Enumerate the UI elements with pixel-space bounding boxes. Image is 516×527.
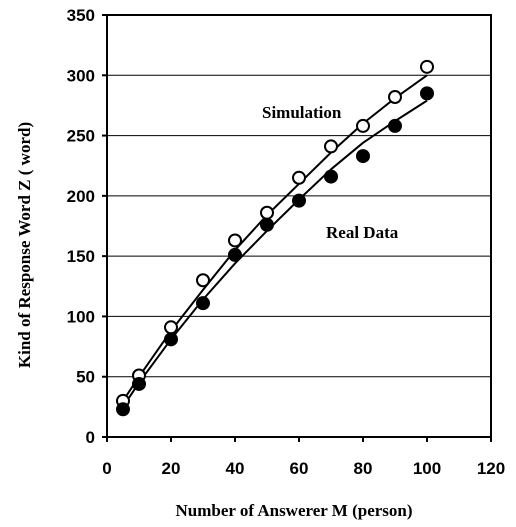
real-data-point (116, 402, 130, 417)
simulation-point (260, 205, 274, 220)
simulation-point (388, 89, 402, 104)
real-data-point (420, 86, 434, 101)
real-data-point (388, 118, 402, 133)
x-tick-label: 40 (226, 459, 245, 478)
data-points (116, 59, 434, 417)
real-data-point (164, 332, 178, 347)
x-tick-label: 100 (413, 459, 441, 478)
simulation-point (196, 273, 210, 288)
y-tick-label: 150 (67, 247, 95, 266)
axis-ticks: 0 50 100 150 200 250 300 350 0 20 40 60 80 100 120 (67, 6, 506, 478)
y-tick-label: 50 (76, 368, 95, 387)
x-tick-label: 80 (354, 459, 373, 478)
y-tick-label: 350 (67, 6, 95, 25)
real-data-point (228, 247, 242, 262)
y-tick-label: 250 (67, 127, 95, 146)
real-data-point (132, 376, 146, 391)
plot-frame (106, 14, 492, 438)
simulation-point (292, 170, 306, 185)
x-tick-label: 0 (102, 459, 111, 478)
real-data-point (292, 193, 306, 208)
y-tick-label: 300 (67, 66, 95, 85)
fit-curve-series-1 (122, 99, 428, 408)
x-tick-label: 20 (162, 459, 181, 478)
real-data-point (260, 217, 274, 232)
simulation-point (228, 233, 242, 248)
simulation-point (356, 118, 370, 133)
series-label-real-data: Real Data (326, 223, 399, 242)
real-data-point (356, 149, 370, 164)
series-label-simulation: Simulation (262, 103, 342, 122)
simulation-point (164, 320, 178, 335)
real-data-point (196, 296, 210, 311)
gridlines (107, 74, 491, 378)
y-axis-title: Kind of Response Word Z ( word) (15, 122, 34, 368)
x-axis-title: Number of Answerer M (person) (175, 501, 412, 520)
simulation-point (420, 59, 434, 74)
x-tick-label: 60 (290, 459, 309, 478)
y-tick-label: 100 (67, 307, 95, 326)
real-data-point (324, 169, 338, 184)
y-tick-label: 0 (86, 428, 95, 447)
y-tick-label: 200 (67, 187, 95, 206)
simulation-point (324, 139, 338, 154)
x-tick-label: 120 (477, 459, 505, 478)
